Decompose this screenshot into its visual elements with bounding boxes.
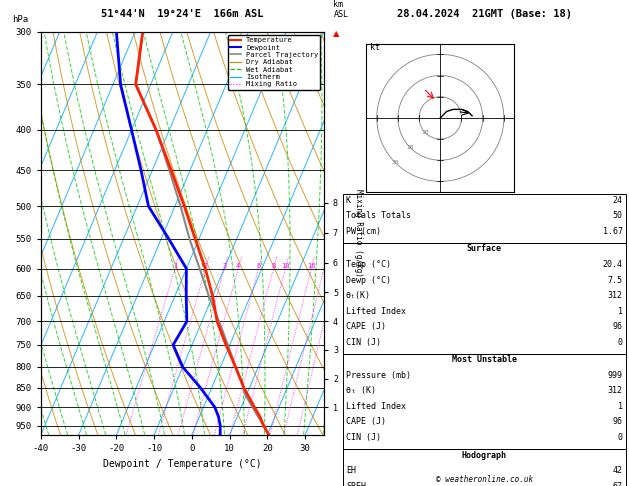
Text: Temp (°C): Temp (°C) [346,260,391,269]
Text: 1: 1 [173,262,177,269]
Text: SREH: SREH [346,482,366,486]
Text: hPa: hPa [13,15,29,24]
Text: 2: 2 [203,262,208,269]
Text: 24: 24 [613,196,623,205]
Text: 0: 0 [618,433,623,442]
Text: 1: 1 [618,402,623,411]
Text: 312: 312 [608,291,623,300]
Text: 999: 999 [608,371,623,380]
Text: km
ASL: km ASL [333,0,348,19]
Text: 50: 50 [613,211,623,221]
Text: 67: 67 [613,482,623,486]
Text: 10: 10 [421,130,429,135]
Text: ▲: ▲ [333,29,340,38]
Text: 20: 20 [407,145,415,150]
X-axis label: Dewpoint / Temperature (°C): Dewpoint / Temperature (°C) [103,459,262,469]
Text: CIN (J): CIN (J) [346,338,381,347]
Text: 8: 8 [271,262,276,269]
Text: Most Unstable: Most Unstable [452,355,517,364]
Text: 30: 30 [392,160,399,165]
Text: © weatheronline.co.uk: © weatheronline.co.uk [436,474,533,484]
Text: 16: 16 [307,262,316,269]
Text: 6: 6 [257,262,260,269]
Text: 312: 312 [608,386,623,396]
Text: 51°44'N  19°24'E  166m ASL: 51°44'N 19°24'E 166m ASL [101,9,264,19]
Text: CAPE (J): CAPE (J) [346,322,386,331]
Text: kt: kt [370,43,381,52]
Text: 1.67: 1.67 [603,227,623,236]
Text: Dewp (°C): Dewp (°C) [346,276,391,285]
Text: θₜ (K): θₜ (K) [346,386,376,396]
Text: Totals Totals: Totals Totals [346,211,411,221]
Text: 20.4: 20.4 [603,260,623,269]
Text: 0: 0 [618,338,623,347]
Text: K: K [346,196,351,205]
Text: 96: 96 [613,417,623,427]
Text: 4: 4 [236,262,240,269]
Text: PW (cm): PW (cm) [346,227,381,236]
Text: 96: 96 [613,322,623,331]
Y-axis label: Mixing Ratio (g/kg): Mixing Ratio (g/kg) [354,190,363,277]
Text: Lifted Index: Lifted Index [346,402,406,411]
Text: 28.04.2024  21GMT (Base: 18): 28.04.2024 21GMT (Base: 18) [397,9,572,19]
Text: Lifted Index: Lifted Index [346,307,406,316]
Text: CIN (J): CIN (J) [346,433,381,442]
Text: 7.5: 7.5 [608,276,623,285]
Text: CAPE (J): CAPE (J) [346,417,386,427]
Text: Surface: Surface [467,244,502,254]
Text: 10: 10 [281,262,289,269]
Text: 3: 3 [222,262,226,269]
Text: θₜ(K): θₜ(K) [346,291,371,300]
Text: 1: 1 [618,307,623,316]
Text: Pressure (mb): Pressure (mb) [346,371,411,380]
Text: 42: 42 [613,466,623,475]
Text: EH: EH [346,466,356,475]
Legend: Temperature, Dewpoint, Parcel Trajectory, Dry Adiabat, Wet Adiabat, Isotherm, Mi: Temperature, Dewpoint, Parcel Trajectory… [228,35,320,89]
Text: Hodograph: Hodograph [462,451,507,460]
